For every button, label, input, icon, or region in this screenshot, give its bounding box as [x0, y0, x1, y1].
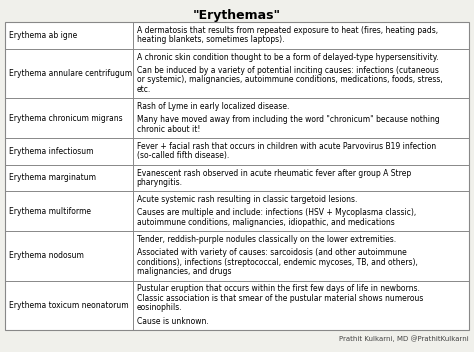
Text: Erythema marginatum: Erythema marginatum [9, 174, 96, 182]
Bar [5, 22, 469, 330]
Text: A chronic skin condition thought to be a form of delayed-type hypersensitivity.: A chronic skin condition thought to be a… [137, 52, 438, 62]
Text: Causes are multiple and include: infections (HSV + Mycoplasma classic),: Causes are multiple and include: infecti… [137, 208, 416, 218]
Text: chronic about it!: chronic about it! [137, 125, 200, 134]
Text: "Erythemas": "Erythemas" [193, 8, 281, 21]
Text: Many have moved away from including the word "chronicum" because nothing: Many have moved away from including the … [137, 115, 439, 124]
Text: conditions), infections (streptococcal, endemic mycoses, TB, and others),: conditions), infections (streptococcal, … [137, 258, 418, 267]
Text: Evanescent rash observed in acute rheumatic fever after group A Strep: Evanescent rash observed in acute rheuma… [137, 169, 411, 177]
Text: Rash of Lyme in early localized disease.: Rash of Lyme in early localized disease. [137, 102, 289, 111]
Text: Associated with variety of causes: sarcoidosis (and other autoimmune: Associated with variety of causes: sarco… [137, 249, 406, 257]
Text: Erythema nodosum: Erythema nodosum [9, 251, 84, 260]
Text: Pustular eruption that occurs within the first few days of life in newborns.: Pustular eruption that occurs within the… [137, 284, 419, 294]
Text: autoimmune conditions, malignancies, idiopathic, and medications: autoimmune conditions, malignancies, idi… [137, 218, 394, 227]
Text: malignancies, and drugs: malignancies, and drugs [137, 267, 231, 276]
Text: or systemic), malignancies, autoimmune conditions, medications, foods, stress,: or systemic), malignancies, autoimmune c… [137, 75, 442, 84]
Text: Can be induced by a variety of potential inciting causes: infections (cutaneous: Can be induced by a variety of potential… [137, 66, 438, 75]
Text: Erythema chronicum migrans: Erythema chronicum migrans [9, 113, 123, 122]
Text: Cause is unknown.: Cause is unknown. [137, 317, 209, 326]
Text: Prathit Kulkarni, MD @PrathitKulkarni: Prathit Kulkarni, MD @PrathitKulkarni [339, 335, 469, 342]
Text: Erythema toxicum neonatorum: Erythema toxicum neonatorum [9, 301, 128, 310]
Text: Tender, reddish-purple nodules classically on the lower extremities.: Tender, reddish-purple nodules classical… [137, 235, 396, 244]
Text: Erythema annulare centrifugum: Erythema annulare centrifugum [9, 69, 132, 78]
Text: A dermatosis that results from repeated exposure to heat (fires, heating pads,: A dermatosis that results from repeated … [137, 26, 438, 35]
Text: Classic association is that smear of the pustular material shows numerous: Classic association is that smear of the… [137, 294, 423, 303]
Text: Erythema ab igne: Erythema ab igne [9, 31, 77, 40]
Text: Acute systemic rash resulting in classic targetoid lesions.: Acute systemic rash resulting in classic… [137, 195, 357, 204]
Text: (so-called fifth disease).: (so-called fifth disease). [137, 151, 229, 160]
Text: heating blankets, sometimes laptops).: heating blankets, sometimes laptops). [137, 35, 284, 44]
Text: pharyngitis.: pharyngitis. [137, 178, 182, 187]
Text: Fever + facial rash that occurs in children with acute Parvovirus B19 infection: Fever + facial rash that occurs in child… [137, 142, 436, 151]
Text: eosinophils.: eosinophils. [137, 303, 182, 312]
Text: etc.: etc. [137, 85, 151, 94]
Text: Erythema multiforme: Erythema multiforme [9, 207, 91, 216]
Text: Erythema infectiosum: Erythema infectiosum [9, 147, 93, 156]
